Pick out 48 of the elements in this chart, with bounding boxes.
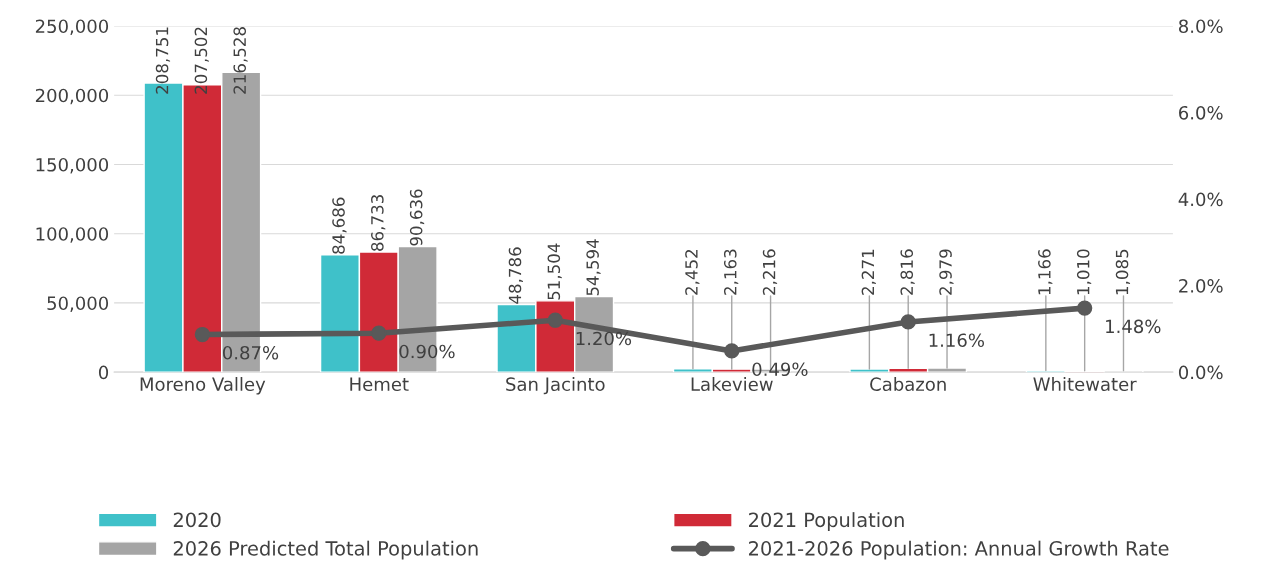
x-tick-label: Hemet xyxy=(350,377,409,391)
data-label: 48,786 xyxy=(508,247,523,304)
legend-label: 2026 Predicted Total Population xyxy=(173,540,478,560)
data-label: 2,452 xyxy=(685,249,700,295)
data-label: 216,528 xyxy=(233,27,248,94)
y2-tick-label: 2.0% xyxy=(1179,279,1223,293)
data-label: 1,166 xyxy=(1038,249,1053,295)
data-label: 54,594 xyxy=(586,239,601,296)
point xyxy=(194,326,210,343)
x-tick-label: Whitewater xyxy=(1033,377,1137,391)
y2-tick-label: 6.0% xyxy=(1179,105,1223,120)
data-label: 1,085 xyxy=(1115,249,1131,295)
data-label: 86,733 xyxy=(371,195,386,251)
data-label: 207,502 xyxy=(194,27,209,94)
y-tick-label: 200,000 xyxy=(35,88,109,105)
data-label: 2,216 xyxy=(762,249,778,295)
data-label: 1.16% xyxy=(929,333,985,348)
point xyxy=(547,312,563,328)
y2-tick-label: 0.0% xyxy=(1178,365,1223,380)
legend-label: 2021-2026 Population: Annual Growth Rate xyxy=(749,540,1169,560)
y-tick-label: 50,000 xyxy=(47,296,109,312)
legend-label: 2020 xyxy=(173,512,221,528)
point xyxy=(371,325,387,341)
y-tick-label: 100,000 xyxy=(36,227,109,243)
data-label: 0.49% xyxy=(752,362,808,377)
x-tick-label: San Jacinto xyxy=(506,377,605,395)
y-tick-label: 0 xyxy=(98,365,109,380)
y-tick-label: 150,000 xyxy=(36,157,109,174)
data-label: 2,979 xyxy=(939,249,954,295)
x-tick-label: Cabazon xyxy=(870,377,946,391)
data-label: 208,751 xyxy=(155,27,171,94)
x-tick-label: Moreno Valley xyxy=(140,377,266,395)
data-label: 1.48% xyxy=(1106,319,1161,334)
point xyxy=(1077,300,1093,316)
data-label: 84,686 xyxy=(332,197,347,254)
data-label: 2,816 xyxy=(900,249,915,295)
x-tick-label: Lakeview xyxy=(691,377,773,391)
legend-label: 2021 Population xyxy=(749,512,904,531)
data-label: 2,163 xyxy=(723,249,739,295)
data-label: 90,636 xyxy=(409,189,425,246)
data-label: 1,010 xyxy=(1076,249,1092,295)
data-label: 2,271 xyxy=(861,249,876,295)
y2-tick-label: 8.0% xyxy=(1178,19,1223,34)
point xyxy=(900,314,916,330)
data-label: 51,504 xyxy=(547,243,562,300)
y2-tick-label: 4.0% xyxy=(1178,192,1223,207)
point xyxy=(724,343,740,359)
y-tick-label: 250,000 xyxy=(35,19,109,35)
